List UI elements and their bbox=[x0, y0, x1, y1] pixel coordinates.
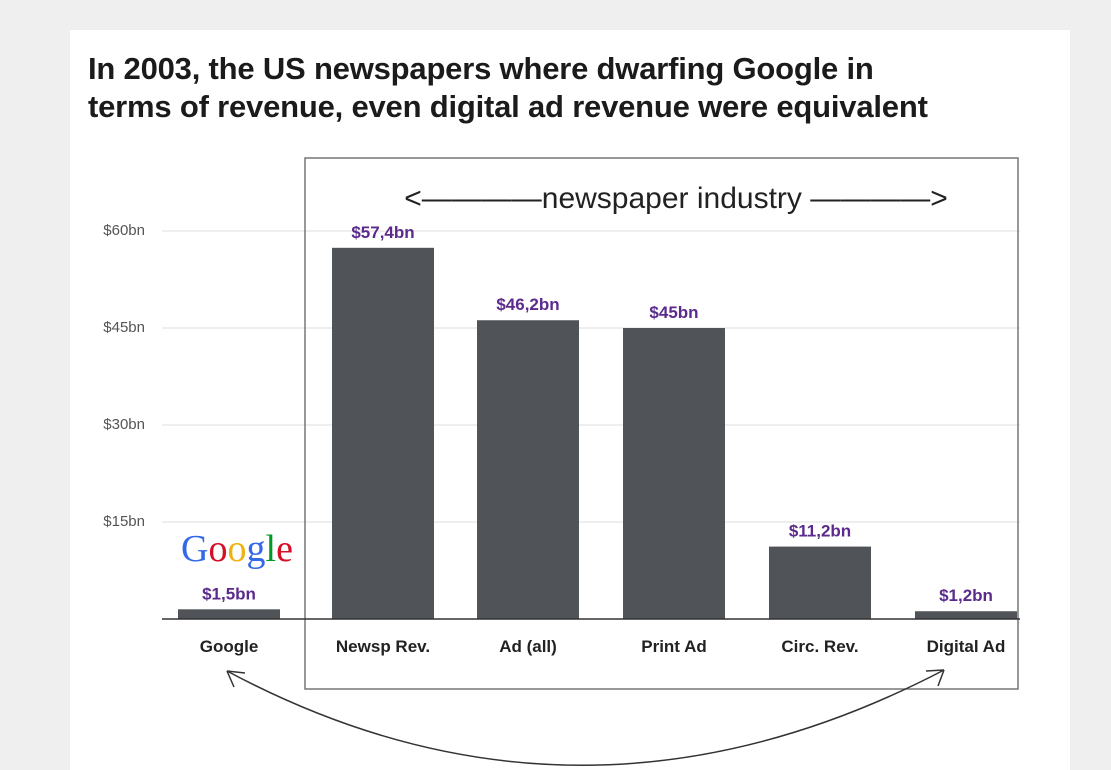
data-label: $11,2bn bbox=[789, 522, 851, 541]
data-label: $57,4bn bbox=[351, 223, 414, 242]
category-labels: Google Newsp Rev. Ad (all) Print Ad Circ. Re… bbox=[200, 637, 1006, 656]
chart-title-line-1: In 2003, the US newspapers where dwarfin… bbox=[88, 51, 874, 86]
data-label: $46,2bn bbox=[496, 295, 559, 314]
bars bbox=[178, 247, 1017, 619]
x-tick-label: Google bbox=[200, 637, 259, 656]
bar bbox=[769, 546, 871, 619]
x-tick-label: Circ. Rev. bbox=[781, 637, 858, 656]
newspaper-industry-frame bbox=[304, 157, 1019, 690]
y-tick-label: $45bn bbox=[103, 319, 145, 336]
value-labels: $1,5bn $57,4bn $46,2bn $45bn $11,2bn $1,2bn bbox=[202, 223, 993, 605]
comparison-arrow bbox=[226, 669, 945, 766]
gridlines bbox=[162, 230, 1020, 523]
comparison-arrow-curve bbox=[226, 669, 945, 766]
newspaper-industry-label: <————newspaper industry ————> bbox=[404, 182, 948, 215]
x-tick-label: Print Ad bbox=[641, 637, 706, 656]
y-tick-label: $15bn bbox=[103, 513, 145, 530]
chart-title: In 2003, the US newspapers where dwarfin… bbox=[88, 50, 928, 126]
arrow-head-right-icon bbox=[925, 669, 945, 687]
bar bbox=[332, 247, 434, 619]
data-label: $1,5bn bbox=[202, 584, 256, 603]
x-tick-label: Newsp Rev. bbox=[336, 637, 430, 656]
bar bbox=[623, 328, 725, 619]
bar bbox=[477, 320, 579, 619]
data-label: $45bn bbox=[649, 303, 698, 322]
arrow-head-left-icon bbox=[226, 670, 246, 688]
chart-title-line-2: terms of revenue, even digital ad revenu… bbox=[88, 89, 928, 124]
y-tick-label: $60bn bbox=[103, 222, 145, 239]
y-axis-ticks: $15bn $30bn $45bn $60bn bbox=[103, 222, 145, 530]
x-tick-label: Ad (all) bbox=[499, 637, 557, 656]
x-tick-label: Digital Ad bbox=[927, 637, 1006, 656]
bar bbox=[915, 611, 1017, 619]
bar bbox=[178, 609, 280, 619]
google-logo: Google bbox=[181, 528, 293, 570]
data-label: $1,2bn bbox=[939, 586, 993, 605]
y-tick-label: $30bn bbox=[103, 416, 145, 433]
